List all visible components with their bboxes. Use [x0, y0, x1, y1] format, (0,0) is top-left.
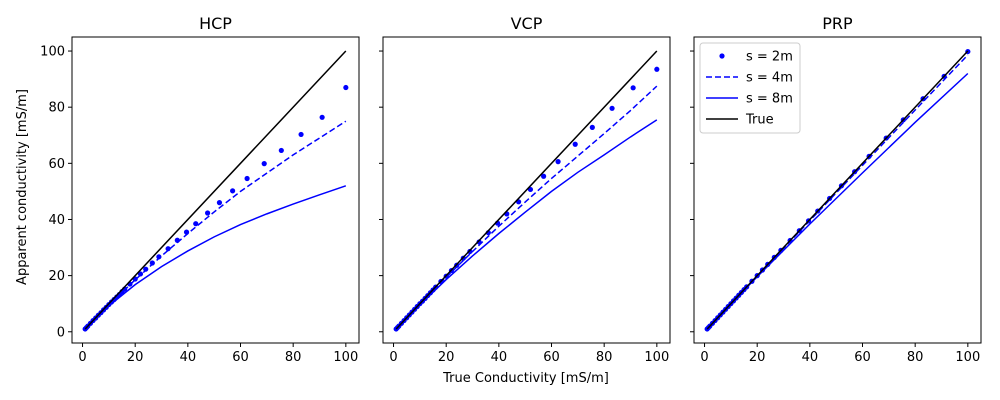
- data-point: [261, 161, 267, 167]
- x-tick-label: 0: [700, 350, 708, 365]
- legend: s = 2m s = 4m s = 8m True: [699, 42, 801, 134]
- legend-label: s = 2m: [746, 50, 793, 65]
- series-line-dashed: [84, 120, 347, 330]
- data-point: [343, 84, 349, 91]
- data-point: [149, 260, 155, 266]
- x-tick-label: 60: [232, 350, 249, 365]
- x-tick-label: 0: [78, 350, 86, 365]
- x-tick-label: 20: [438, 350, 455, 365]
- x-tick-label: 100: [955, 350, 980, 365]
- data-point: [193, 221, 199, 227]
- panel-title: PRP: [822, 14, 853, 33]
- x-axis-label: True Conductivity [mS/m]: [442, 371, 609, 386]
- data-point: [216, 200, 223, 206]
- data-point: [630, 85, 636, 91]
- y-tick-label: 60: [48, 157, 65, 172]
- plot-frame: [71, 36, 360, 344]
- data-point: [278, 147, 284, 154]
- data-point: [541, 173, 547, 179]
- x-tick-label: 80: [596, 350, 613, 365]
- x-tick-label: 40: [491, 350, 508, 365]
- x-tick-label: 20: [749, 350, 766, 365]
- x-tick-label: 40: [180, 350, 197, 365]
- data-point: [589, 124, 595, 130]
- true-line: [84, 50, 347, 330]
- x-tick-label: 80: [285, 350, 302, 365]
- x-tick-label: 40: [802, 350, 819, 365]
- data-point: [609, 105, 615, 111]
- data-point: [298, 131, 304, 138]
- series-line-dashed: [395, 85, 658, 330]
- x-tick-label: 80: [907, 350, 924, 365]
- true-line: [395, 50, 658, 330]
- data-point: [230, 188, 236, 194]
- plot-frame: [382, 36, 671, 344]
- data-point: [165, 246, 171, 252]
- legend-marker-dot: [719, 53, 725, 59]
- y-axis-label: Apparent conductivity [mS/m]: [15, 89, 30, 285]
- true-line: [706, 50, 969, 330]
- y-tick-label: 80: [48, 101, 65, 116]
- panel-hcp: HCP 0 20 40 60 80 100 0 20 40 60 80 100: [40, 14, 360, 365]
- panel-prp: PRP 0 20 40 60 80 100 s = 2m s = 4m s = 8m True: [690, 14, 982, 365]
- series-line: [84, 185, 347, 330]
- series-line-dashed: [706, 54, 969, 330]
- y-tick-label: 40: [48, 213, 65, 228]
- legend-box: [699, 42, 801, 134]
- data-point: [555, 159, 561, 165]
- legend-label: s = 8m: [746, 92, 793, 107]
- x-tick-label: 60: [543, 350, 560, 365]
- x-tick-label: 60: [854, 350, 871, 365]
- data-point: [205, 210, 211, 216]
- data-point: [654, 66, 660, 72]
- x-tick-label: 100: [644, 350, 669, 365]
- legend-label: True: [745, 113, 774, 128]
- series-line: [395, 119, 658, 330]
- x-tick-label: 20: [127, 350, 144, 365]
- data-point: [319, 114, 325, 120]
- panel-title: VCP: [511, 14, 543, 33]
- data-point: [244, 175, 250, 182]
- panel-title: HCP: [199, 14, 232, 33]
- y-tick-label: 100: [40, 45, 65, 60]
- panel-vcp: VCP 0 20 40 60 80 100: [379, 14, 671, 365]
- x-tick-label: 0: [389, 350, 397, 365]
- x-tick-label: 100: [333, 350, 358, 365]
- plot-frame: [693, 36, 982, 344]
- y-tick-label: 0: [57, 325, 65, 340]
- y-tick-label: 20: [48, 269, 65, 284]
- legend-label: s = 4m: [746, 71, 793, 86]
- data-point: [572, 141, 578, 147]
